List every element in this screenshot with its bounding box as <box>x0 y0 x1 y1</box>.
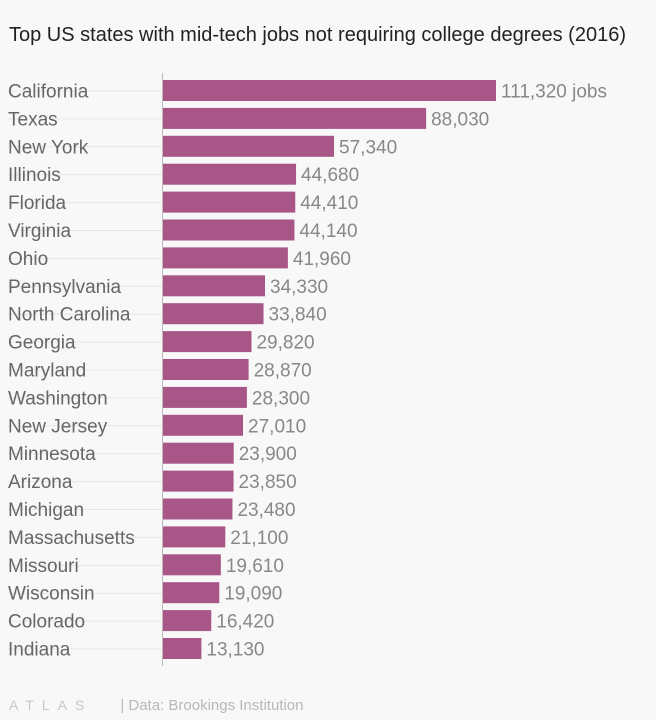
category-label: Illinois <box>8 165 61 186</box>
value-label: 28,870 <box>254 361 312 382</box>
category-label: Florida <box>8 193 67 214</box>
bar <box>162 442 234 464</box>
category-label: Pennsylvania <box>8 277 121 298</box>
value-label: 44,410 <box>300 193 358 214</box>
value-label: 111,320 jobs <box>501 82 607 103</box>
bar <box>162 498 233 520</box>
footer: ATLAS | Data: Brookings Institution <box>9 697 303 714</box>
category-label: Minnesota <box>8 444 96 465</box>
category-label: Indiana <box>8 640 71 661</box>
category-label: Washington <box>8 388 108 409</box>
atlas-logo: ATLAS <box>9 697 93 713</box>
value-label: 41,960 <box>293 249 351 270</box>
value-label: 29,820 <box>256 333 314 354</box>
value-label: 44,680 <box>301 165 359 186</box>
bar <box>162 191 296 213</box>
category-label: Massachusetts <box>8 528 135 549</box>
value-label: 34,330 <box>270 277 328 298</box>
bar <box>162 219 295 241</box>
category-label: Wisconsin <box>8 584 95 605</box>
bar <box>162 638 202 659</box>
value-label: 13,130 <box>206 640 264 661</box>
value-label: 19,610 <box>226 556 284 577</box>
value-label: 27,010 <box>248 416 306 437</box>
bar <box>162 414 244 436</box>
bar <box>162 275 266 297</box>
bar <box>162 163 297 185</box>
category-label: Texas <box>8 109 58 130</box>
category-label: Colorado <box>8 612 85 633</box>
value-label: 19,090 <box>224 584 282 605</box>
category-label: New Jersey <box>8 416 108 437</box>
category-label: Ohio <box>8 249 48 270</box>
bar <box>162 331 252 353</box>
value-label: 21,100 <box>230 528 288 549</box>
category-label: Maryland <box>8 361 86 382</box>
category-label: New York <box>8 137 89 158</box>
bar <box>162 303 264 325</box>
value-label: 23,850 <box>239 472 297 493</box>
category-label: Georgia <box>8 333 76 354</box>
value-label: 44,140 <box>299 221 357 242</box>
chart-title: Top US states with mid-tech jobs not req… <box>9 24 626 46</box>
value-label: 33,840 <box>269 305 327 326</box>
value-label: 23,900 <box>239 444 297 465</box>
bar <box>162 610 212 632</box>
value-label: 16,420 <box>216 612 274 633</box>
bar <box>162 80 496 101</box>
value-label: 28,300 <box>252 388 310 409</box>
bar <box>162 386 247 408</box>
bar <box>162 107 427 129</box>
bar-chart: California 111,320 jobs Texas 88,030 New Yor… <box>8 73 607 666</box>
category-label: North Carolina <box>8 305 131 326</box>
value-label: 23,480 <box>237 500 295 521</box>
category-label: Missouri <box>8 556 79 577</box>
bar <box>162 554 221 576</box>
bar <box>162 526 226 548</box>
bar <box>162 135 335 157</box>
category-label: Virginia <box>8 221 71 242</box>
category-label: Michigan <box>8 500 84 521</box>
value-label: 57,340 <box>339 137 397 158</box>
bar <box>162 247 288 269</box>
bar <box>162 359 249 380</box>
bar <box>162 582 220 604</box>
bar <box>162 470 234 492</box>
category-label: Arizona <box>8 472 73 493</box>
category-label: California <box>8 82 89 103</box>
source-note: | Data: Brookings Institution <box>120 697 304 714</box>
value-label: 88,030 <box>431 109 489 130</box>
